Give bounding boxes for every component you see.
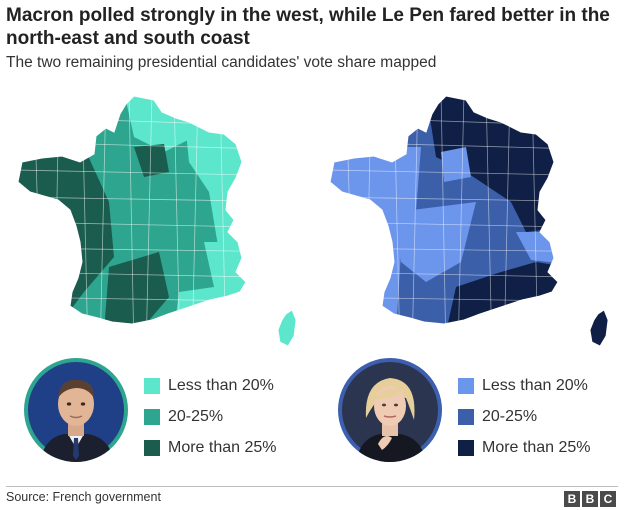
lepen-legend: Less than 20% 20-25% More than 25% [458, 370, 591, 463]
lepen-country-outline [329, 95, 559, 325]
macron-legend-swatch-high [144, 439, 160, 456]
macron-legend-item-mid: 20-25% [144, 401, 277, 432]
macron-legend-label-low: Less than 20% [168, 376, 274, 394]
chart-subtitle: The two remaining presidential candidate… [6, 54, 437, 71]
lepen-region-paris [441, 147, 471, 182]
lepen-legend-label-low: Less than 20% [482, 376, 588, 394]
lepen-legend-label-mid: 20-25% [482, 407, 538, 425]
lepen-vote-share-map [329, 95, 609, 347]
macron-legend: Less than 20% 20-25% More than 25% [144, 370, 277, 463]
source-note: Source: French government [6, 490, 161, 504]
macron-legend-swatch-low [144, 377, 160, 394]
lepen-legend-item-mid: 20-25% [458, 401, 591, 432]
lepen-legend-swatch-low [458, 377, 474, 394]
macron-vote-share-map [17, 95, 297, 347]
macron-region-champagne [134, 144, 169, 177]
bbc-logo-letter-3: C [600, 491, 616, 507]
macron-departments [18, 96, 246, 324]
bbc-logo-letter-2: B [582, 491, 598, 507]
lepen-departments [330, 96, 558, 324]
macron-legend-label-high: More than 25% [168, 438, 277, 456]
macron-legend-item-low: Less than 20% [144, 370, 277, 401]
bbc-logo: B B C [564, 491, 616, 507]
macron-region-south-west [104, 252, 169, 324]
chart-title: Macron polled strongly in the west, whil… [6, 5, 610, 49]
footer-divider [6, 486, 618, 487]
lepen-corsica [589, 309, 609, 347]
macron-portrait [24, 358, 128, 462]
macron-legend-item-high: More than 25% [144, 432, 277, 463]
macron-corsica [277, 309, 297, 347]
lepen-legend-label-high: More than 25% [482, 438, 591, 456]
lepen-legend-swatch-mid [458, 408, 474, 425]
macron-legend-swatch-mid [144, 408, 160, 425]
lepen-region-centre-west [396, 202, 476, 282]
macron-legend-label-mid: 20-25% [168, 407, 224, 425]
lepen-legend-swatch-high [458, 439, 474, 456]
bbc-logo-letter-1: B [564, 491, 580, 507]
macron-department-borders [18, 96, 246, 324]
lepen-legend-item-low: Less than 20% [458, 370, 591, 401]
macron-country-outline [17, 95, 247, 325]
lepen-portrait [338, 358, 442, 462]
lepen-legend-item-high: More than 25% [458, 432, 591, 463]
